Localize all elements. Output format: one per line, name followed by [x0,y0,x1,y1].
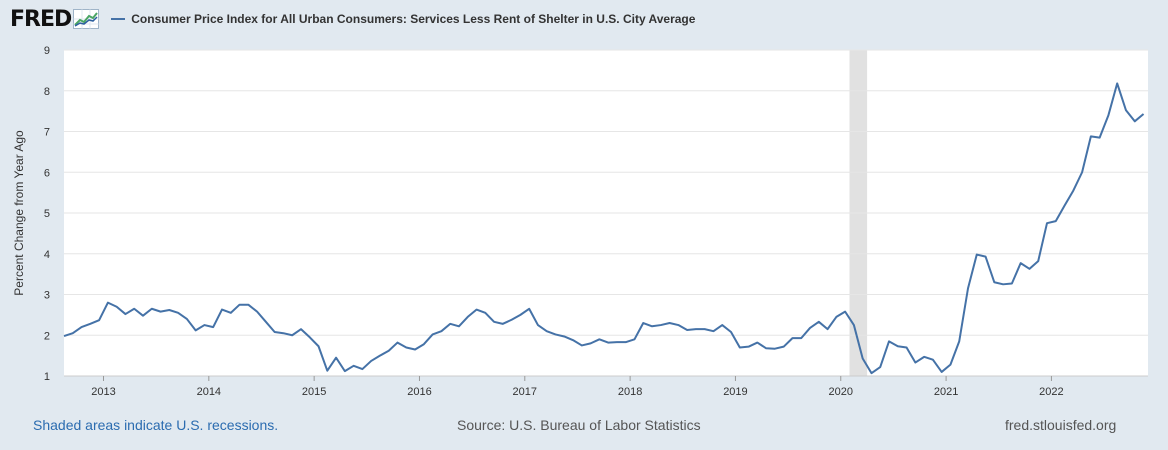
x-tick-label: 2021 [934,386,958,398]
x-tick-label: 2013 [91,386,115,398]
x-tick-label: 2017 [513,386,537,398]
x-tick-label: 2019 [723,386,747,398]
y-axis-title: Percent Change from Year Ago [12,130,26,296]
chart-line-icon [73,9,100,29]
x-tick-label: 2016 [407,386,431,398]
y-tick-label: 2 [44,330,50,342]
y-tick-label: 4 [44,249,50,261]
y-tick-label: 1 [44,371,50,383]
x-tick-label: 2014 [197,386,221,398]
y-tick-label: 5 [44,208,50,220]
x-tick-label: 2020 [829,386,853,398]
y-tick-label: 8 [44,86,50,98]
x-tick-label: 2015 [302,386,326,398]
chart-title[interactable]: Consumer Price Index for All Urban Consu… [131,12,696,26]
x-tick-label: 2022 [1039,386,1063,398]
y-tick-label: 9 [44,45,50,57]
fred-logo[interactable]: FRED [10,6,72,32]
y-tick-label: 7 [44,127,50,139]
legend-series-swatch [111,18,126,20]
site-link[interactable]: fred.stlouisfed.org [1005,417,1117,433]
y-tick-label: 3 [44,290,50,302]
source-label: Source: U.S. Bureau of Labor Statistics [457,417,701,433]
series-line[interactable] [63,82,1145,375]
y-tick-label: 6 [44,167,50,179]
chart-header: FRED Consumer Price Index for All Urban … [10,6,695,32]
recession-note-link[interactable]: Shaded areas indicate U.S. recessions. [33,417,279,433]
x-tick-label: 2018 [618,386,642,398]
